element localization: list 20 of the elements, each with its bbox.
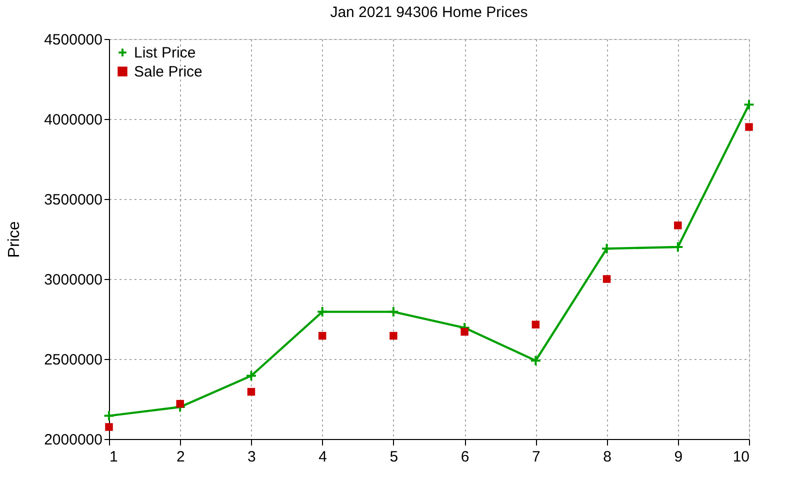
y-tick-label: 2000000	[44, 432, 102, 448]
x-tick-label: 2	[176, 448, 185, 466]
x-tick-label: 6	[460, 448, 470, 466]
y-tick-label: 2500000	[44, 352, 102, 368]
x-tick-label: 9	[674, 448, 683, 466]
x-tick-label: 1	[110, 448, 118, 466]
chart-title: Jan 2021 94306 Home Prices	[330, 4, 528, 21]
x-tick-label: 5	[390, 448, 398, 466]
x-tick-label: 3	[248, 448, 256, 466]
x-tick-label: 8	[603, 448, 612, 466]
legend-label: Sale Price	[134, 64, 202, 80]
legend-label: List Price	[134, 44, 196, 62]
y-tick-label: 3500000	[44, 192, 102, 208]
y-tick-label: 3000000	[44, 272, 102, 288]
x-tick-label: 4	[318, 448, 328, 466]
y-axis-title: Price	[6, 221, 24, 258]
y-tick-label: 4000000	[44, 112, 102, 128]
x-tick-label: 7	[532, 448, 540, 466]
y-tick-label: 4500000	[44, 32, 102, 48]
x-tick-label: 10	[732, 448, 750, 466]
